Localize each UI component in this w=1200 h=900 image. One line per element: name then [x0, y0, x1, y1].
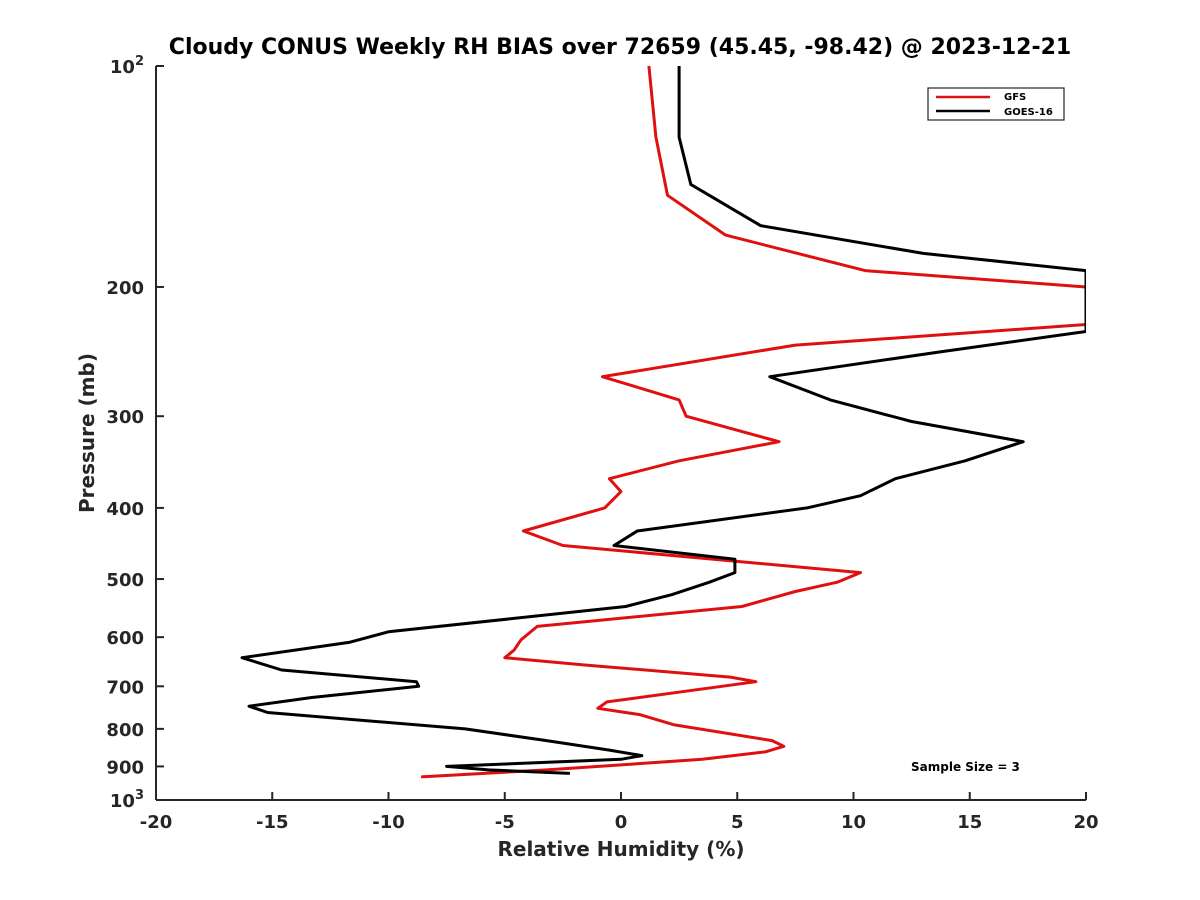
y-axis-label: Pressure (mb): [75, 353, 99, 513]
x-tick-label: 20: [1073, 812, 1098, 833]
y-tick-label: 500: [106, 570, 144, 591]
x-tick-label: 15: [957, 812, 982, 833]
y-tick-label: 200: [106, 278, 144, 299]
series-line-goes16: [240, 66, 1086, 775]
x-axis-label: Relative Humidity (%): [497, 837, 744, 861]
legend-label-goes16: GOES-16: [1004, 107, 1053, 118]
y-axis-ticks: 102 200 300 400 500 600 700 800 900 103: [106, 54, 164, 812]
y-tick-label: 600: [106, 628, 144, 649]
y-tick-label: 102: [110, 54, 144, 78]
x-tick-label: 0: [615, 812, 628, 833]
chart-title: Cloudy CONUS Weekly RH BIAS over 72659 (…: [169, 35, 1071, 60]
series-line-gfs: [421, 66, 1086, 779]
sample-size-annotation: Sample Size = 3: [911, 760, 1020, 774]
legend: GFS GOES-16: [927, 87, 1065, 121]
y-tick-label: 700: [106, 677, 144, 698]
legend-box: [927, 87, 1065, 121]
y-tick-label: 400: [106, 499, 144, 520]
x-axis-ticks: -20 -15 -10 -5 0 5 10 15 20: [140, 792, 1099, 833]
y-tick-label: 300: [106, 407, 144, 428]
x-tick-label: 5: [731, 812, 744, 833]
x-tick-label: 10: [841, 812, 866, 833]
x-tick-label: -10: [372, 812, 405, 833]
x-tick-label: -20: [140, 812, 173, 833]
plot-area: [155, 66, 1086, 801]
x-tick-label: -5: [495, 812, 515, 833]
y-tick-label: 103: [110, 788, 144, 812]
x-tick-label: -15: [256, 812, 289, 833]
plot-background: [156, 66, 1086, 800]
legend-label-gfs: GFS: [1004, 92, 1026, 103]
series-layer: [240, 66, 1086, 779]
y-tick-label: 800: [106, 720, 144, 741]
y-tick-label: 900: [106, 757, 144, 778]
